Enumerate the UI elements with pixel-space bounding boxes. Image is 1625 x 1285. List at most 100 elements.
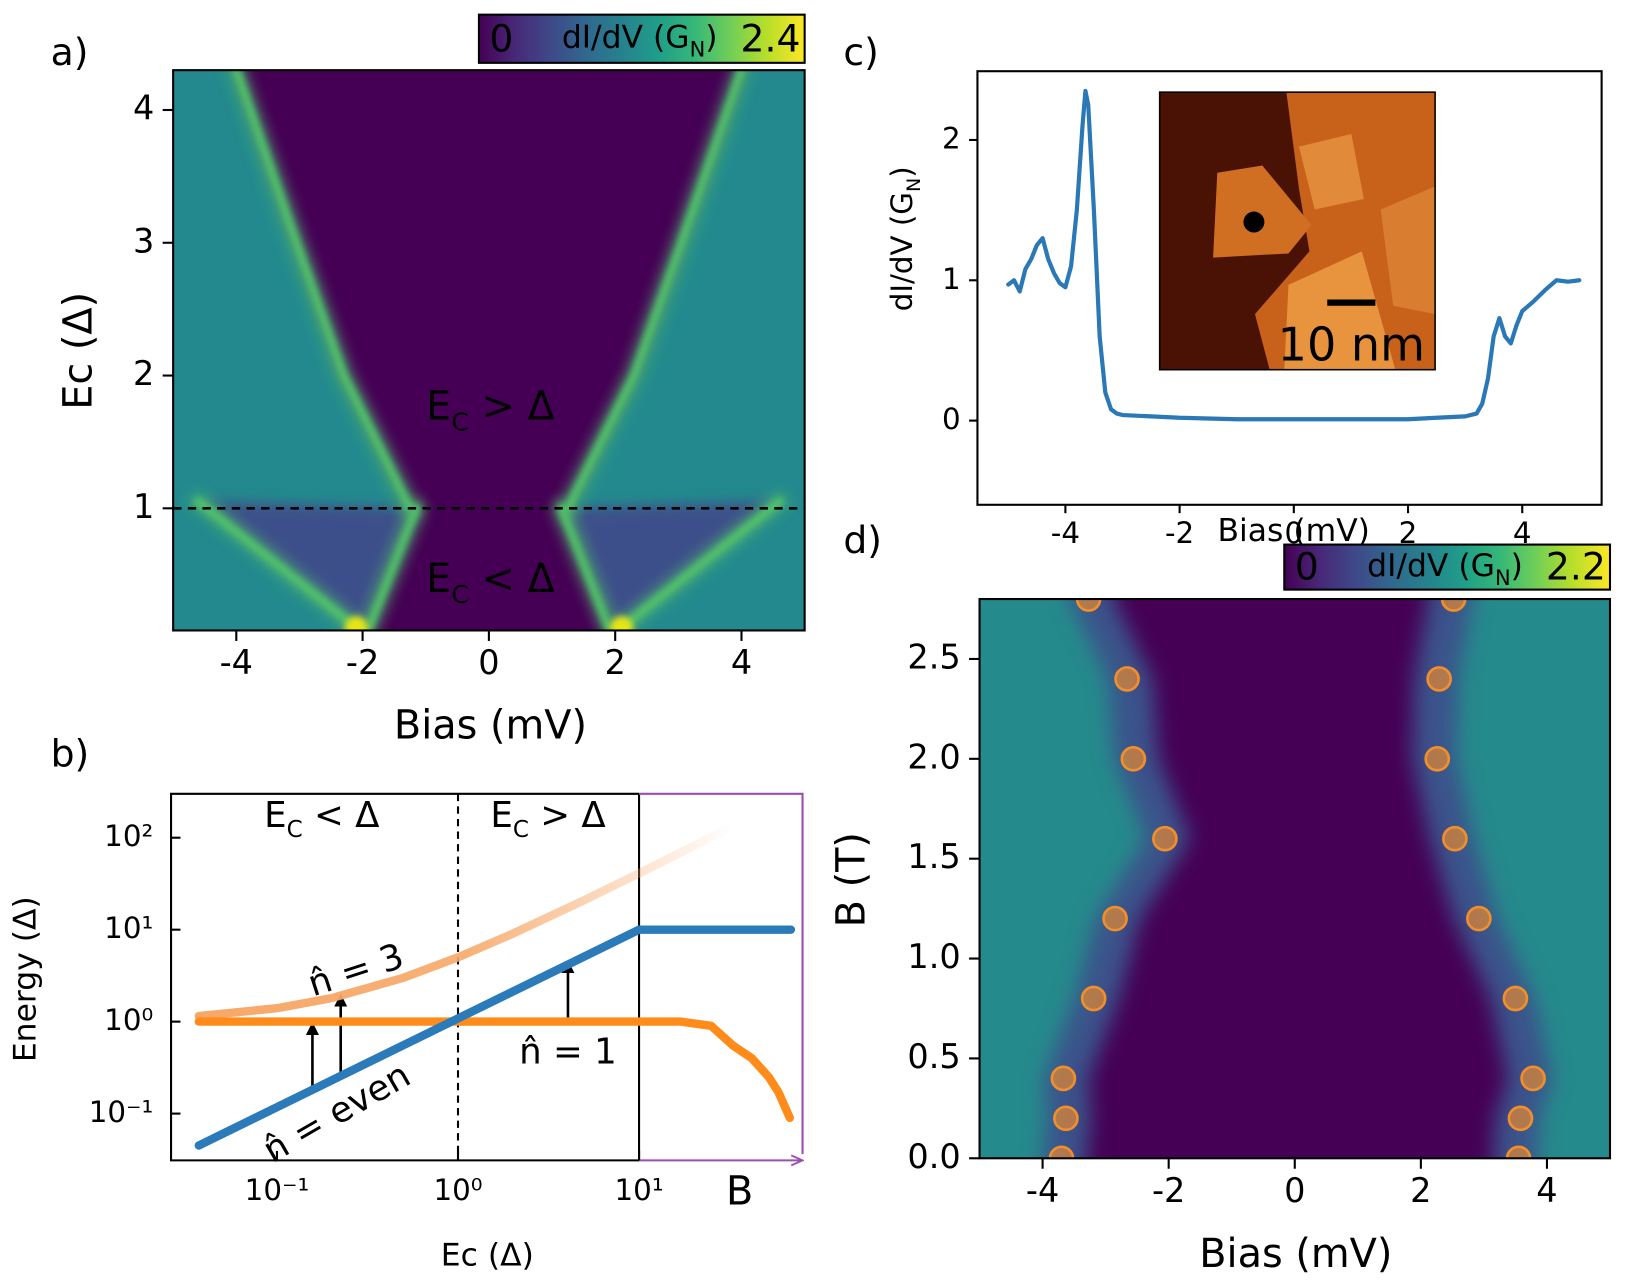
y-axis-label: dI/dV (GN) bbox=[885, 166, 925, 311]
y-tick-label: 4 bbox=[133, 88, 154, 127]
y-axis-label: Ec (Δ) bbox=[55, 292, 101, 410]
x-tick-label: 0 bbox=[1284, 1171, 1305, 1210]
peak-line bbox=[617, 497, 784, 631]
x-axis-label: Bias (mV) bbox=[394, 702, 587, 748]
x-tick-label: 4 bbox=[1513, 516, 1532, 550]
peak-line bbox=[557, 504, 613, 631]
annotation-main: E bbox=[490, 795, 513, 836]
y-tick-label: 2.0 bbox=[907, 737, 960, 776]
plot-frame bbox=[169, 792, 640, 1162]
peak-point bbox=[1502, 985, 1529, 1012]
plot-frame bbox=[976, 70, 1603, 506]
x-tick-label: 10⁰ bbox=[433, 1173, 482, 1207]
colorbar bbox=[477, 13, 806, 64]
annotation: EC > Δ bbox=[490, 795, 606, 842]
annotation-sub: C bbox=[287, 816, 303, 842]
annotation: EC < Δ bbox=[426, 556, 555, 609]
panel-label: d) bbox=[843, 518, 882, 562]
annotation-sub: C bbox=[513, 816, 529, 842]
x-tick-label: 2 bbox=[1399, 516, 1418, 550]
x-tick-label: -2 bbox=[346, 643, 379, 682]
colorbar-max: 2.2 bbox=[1546, 545, 1606, 589]
plot-area bbox=[1006, 88, 1582, 422]
b-region-frame bbox=[639, 792, 804, 1155]
x-tick-label: -2 bbox=[1165, 516, 1194, 550]
x-tick-label: -4 bbox=[1026, 1171, 1059, 1210]
peak-point bbox=[1152, 825, 1178, 852]
y-tick-label: 0 bbox=[942, 402, 961, 436]
y-tick-label: 1 bbox=[133, 487, 154, 526]
colorbar-label-sub: N bbox=[1495, 566, 1511, 590]
x-tick-label: 4 bbox=[731, 643, 752, 682]
y-tick-label: 10² bbox=[104, 819, 153, 853]
y-tick-label: 1.5 bbox=[907, 837, 960, 876]
peak-point bbox=[1442, 825, 1468, 852]
annotation-end: > Δ bbox=[529, 795, 606, 836]
x-tick-label: 0 bbox=[478, 643, 499, 682]
y-axis-label-main: dI/dV (G bbox=[885, 192, 919, 311]
y-tick-label: 0.5 bbox=[907, 1037, 960, 1076]
panel-label: a) bbox=[51, 30, 89, 74]
annotation: n̂ = even bbox=[256, 1055, 417, 1172]
y-axis-label-sub: N bbox=[903, 178, 925, 192]
peak-point bbox=[1080, 985, 1107, 1012]
colorbar bbox=[1283, 543, 1612, 591]
y-axis-label-end: ) bbox=[885, 166, 919, 177]
gap-region bbox=[236, 70, 742, 631]
y-axis-label: B (T) bbox=[828, 832, 874, 927]
annotation-main: E bbox=[264, 795, 287, 836]
y-tick-label: 2 bbox=[133, 354, 154, 393]
y-tick-label: 0.0 bbox=[907, 1137, 960, 1176]
x-tick-label: 0 bbox=[1284, 516, 1303, 550]
gap-region bbox=[1086, 599, 1508, 1159]
y-axis-label: Energy (Δ) bbox=[8, 896, 44, 1062]
peak-point bbox=[1440, 599, 1467, 612]
x-tick-label: -4 bbox=[220, 643, 253, 682]
colorbar-label-end: ) bbox=[1511, 548, 1523, 584]
x-tick-label: -2 bbox=[1152, 1171, 1185, 1210]
y-tick-label: 2 bbox=[942, 121, 961, 155]
colorbar-label-sub: N bbox=[690, 38, 706, 62]
x-tick-label: 10⁻¹ bbox=[245, 1173, 310, 1207]
y-tick-label: 1 bbox=[942, 262, 961, 296]
annotation: EC < Δ bbox=[264, 795, 380, 842]
island bbox=[1284, 251, 1396, 370]
inset-frame bbox=[1158, 91, 1436, 371]
colorbar-label-end: ) bbox=[705, 20, 717, 56]
colorbar-label: dI/dV (GN) bbox=[562, 20, 718, 62]
y-tick-label: 10⁻¹ bbox=[89, 1095, 154, 1129]
b-axis-label: B bbox=[726, 1168, 753, 1214]
x-tick-label: 4 bbox=[1536, 1171, 1557, 1210]
island bbox=[1213, 165, 1312, 258]
annotation-sub: C bbox=[451, 407, 469, 436]
peak-line bbox=[194, 497, 360, 631]
x-tick-label: -4 bbox=[1051, 516, 1080, 550]
colorbar-min: 0 bbox=[1295, 545, 1319, 589]
colorbar-label: dI/dV (GN) bbox=[1367, 548, 1523, 590]
annotation-main: E bbox=[426, 383, 451, 429]
y-tick-label: 3 bbox=[133, 221, 154, 260]
island bbox=[1298, 134, 1364, 210]
colorbar-max: 2.4 bbox=[741, 16, 801, 60]
peak-point bbox=[1466, 905, 1492, 932]
annotation: EC > Δ bbox=[426, 383, 555, 436]
peak-point bbox=[1102, 905, 1128, 932]
plot-area bbox=[979, 599, 1610, 1159]
x-tick-label: 2 bbox=[1410, 1171, 1431, 1210]
peak-point bbox=[1426, 666, 1452, 692]
colorbar-label-main: dI/dV (G bbox=[1367, 548, 1495, 584]
peak-point bbox=[1075, 599, 1102, 612]
series-line bbox=[194, 925, 796, 1150]
annotation-sub: C bbox=[451, 580, 469, 609]
colorbar-min: 0 bbox=[489, 16, 513, 60]
tip-position bbox=[1243, 211, 1265, 233]
y-tick-label: 1.0 bbox=[907, 937, 960, 976]
y-tick-label: 10⁰ bbox=[104, 1003, 153, 1037]
peak-point bbox=[1520, 1065, 1546, 1092]
series-line bbox=[194, 822, 738, 1021]
annotation-end: < Δ bbox=[469, 556, 555, 602]
plot-area bbox=[194, 793, 796, 1161]
colorbar-label-main: dI/dV (G bbox=[562, 20, 690, 56]
peak-line bbox=[365, 504, 420, 631]
